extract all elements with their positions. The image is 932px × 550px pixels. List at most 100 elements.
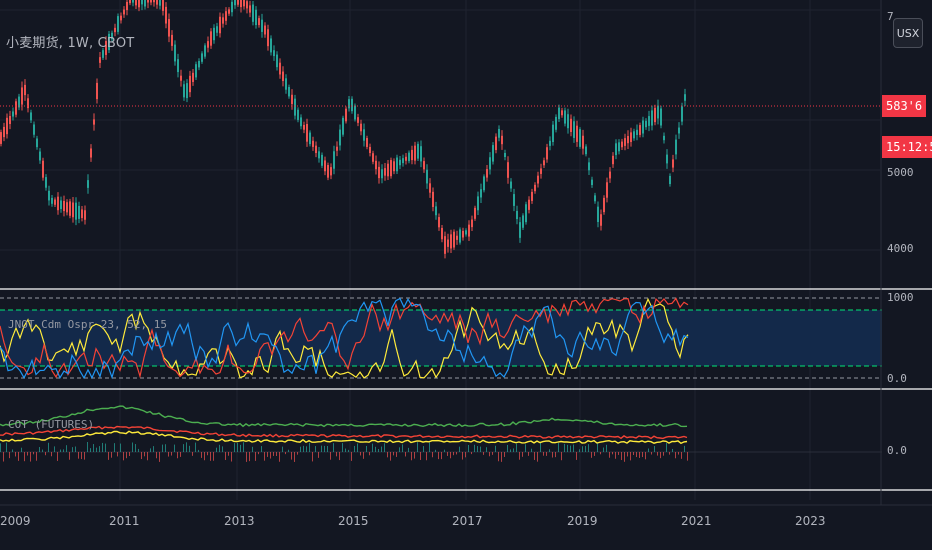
cot-histogram-bar	[87, 442, 88, 452]
candle-body	[675, 139, 677, 155]
cot-histogram-bar	[144, 452, 145, 457]
cot-histogram-bar	[576, 452, 577, 460]
cot-histogram-bar	[675, 452, 676, 459]
candle-body	[681, 106, 683, 122]
candle-body	[591, 179, 593, 186]
candle-body	[417, 143, 419, 159]
cot-histogram-bar	[282, 446, 283, 452]
cot-histogram-bar	[417, 442, 418, 452]
candle-body	[321, 154, 323, 166]
candle-body	[267, 29, 269, 47]
candle-body	[270, 38, 272, 53]
cot-histogram-bar	[447, 452, 448, 456]
cot-histogram-bar	[15, 452, 16, 457]
cot-histogram-bar	[252, 446, 253, 452]
cot-histogram-bar	[687, 452, 688, 461]
candle-body	[303, 124, 305, 130]
cot-histogram-bar	[258, 452, 259, 455]
cot-histogram-bar	[183, 444, 184, 452]
cot-series-line	[0, 430, 688, 445]
candle-body	[387, 163, 389, 177]
cot-histogram-bar	[306, 446, 307, 452]
cot-histogram-bar	[273, 452, 274, 456]
cot-histogram-bar	[492, 452, 493, 455]
osc-axis-label: 0.0	[887, 372, 907, 385]
candle-body	[405, 156, 407, 161]
cot-histogram-bar	[510, 449, 511, 452]
price-candles	[0, 0, 686, 259]
cot-histogram-bar	[558, 443, 559, 452]
candle-body	[102, 50, 104, 58]
cot-histogram-bar	[624, 452, 625, 462]
candle-body	[189, 75, 191, 93]
candle-body	[495, 136, 497, 151]
cot-histogram-bar	[231, 452, 232, 462]
candle-body	[54, 199, 56, 205]
candle-body	[249, 5, 251, 13]
candle-body	[327, 164, 329, 178]
cot-histogram-bar	[174, 444, 175, 452]
cot-histogram-bar	[360, 452, 361, 456]
cot-histogram-bar	[291, 452, 292, 460]
cot-histogram-bar	[573, 444, 574, 452]
cot-histogram-bar	[471, 452, 472, 455]
cot-histogram-bar	[60, 449, 61, 452]
cot-histogram-bar	[294, 452, 295, 462]
candle-body	[171, 34, 173, 46]
candle-body	[447, 239, 449, 247]
cot-histogram-bar	[618, 452, 619, 455]
cot-histogram-bar	[453, 452, 454, 456]
cot-histogram-bar	[222, 446, 223, 452]
cot-histogram-bar	[456, 452, 457, 455]
candle-body	[39, 151, 41, 161]
candle-body	[33, 124, 35, 135]
cot-histogram-bar	[81, 452, 82, 460]
candle-body	[243, 0, 245, 7]
price-axis-label: 7	[887, 10, 894, 23]
cot-histogram-bar	[474, 444, 475, 452]
currency-unit-button[interactable]: USX	[893, 18, 923, 48]
cot-histogram-bar	[486, 447, 487, 452]
cot-histogram-bar	[522, 452, 523, 457]
symbol-title: 小麦期货, 1W, CBOT	[6, 36, 135, 51]
candle-body	[648, 116, 650, 126]
cot-histogram-bar	[450, 452, 451, 459]
candle-body	[498, 128, 500, 138]
candle-body	[66, 202, 68, 213]
cot-histogram-bar	[159, 452, 160, 462]
candle-body	[348, 99, 350, 109]
candle-body	[645, 120, 647, 128]
cot-histogram-bar	[324, 445, 325, 452]
candle-body	[372, 153, 374, 162]
candle-body	[300, 117, 302, 127]
cot-histogram-bar	[216, 447, 217, 452]
cot-histogram-bar	[99, 446, 100, 452]
candle-body	[582, 135, 584, 149]
cot-histogram-bar	[150, 448, 151, 452]
candle-body	[684, 94, 686, 101]
cot-histogram-bar	[372, 443, 373, 452]
cot-histogram-bar	[300, 446, 301, 452]
cot-histogram-bar	[645, 452, 646, 460]
cot-pane	[0, 405, 882, 462]
cot-histogram-bar	[138, 448, 139, 452]
cot-indicator-label[interactable]: COT (FUTURES)	[8, 418, 95, 431]
oscillator-pane	[0, 297, 882, 380]
candle-body	[159, 0, 161, 6]
cot-histogram-bar	[225, 452, 226, 460]
cot-histogram-bar	[288, 449, 289, 452]
cot-histogram-bar	[171, 452, 172, 456]
candle-body	[129, 0, 131, 4]
candle-body	[480, 189, 482, 198]
cot-histogram-bar	[567, 444, 568, 452]
cot-histogram-bar	[351, 452, 352, 461]
oscillator-indicator-label[interactable]: JNOT Cdm Ospr 23, 52, 15	[8, 318, 167, 331]
candle-body	[57, 196, 59, 211]
cot-histogram-bar	[348, 449, 349, 452]
candle-body	[36, 138, 38, 148]
candle-body	[534, 184, 536, 192]
cot-histogram-bar	[0, 443, 1, 452]
cot-histogram-bar	[459, 446, 460, 452]
candle-body	[576, 125, 578, 142]
